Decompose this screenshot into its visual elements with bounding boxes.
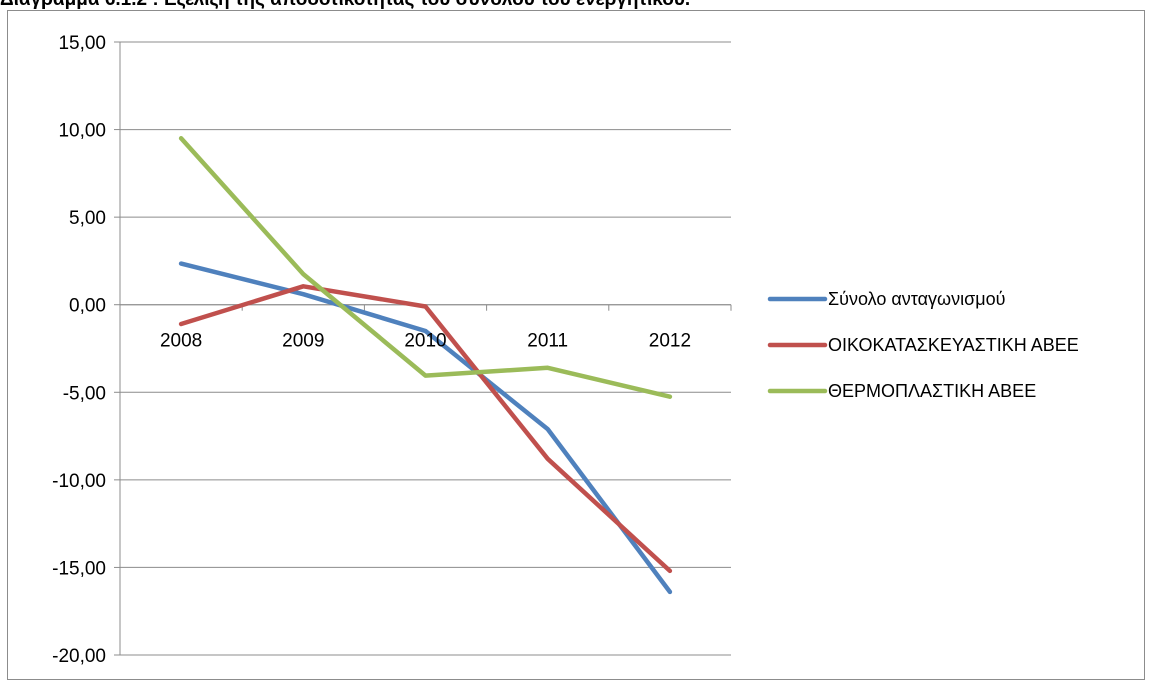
x-tick-label: 2009 — [282, 331, 324, 352]
y-tick-label: 5,00 — [69, 208, 106, 229]
y-tick-label: 10,00 — [58, 121, 106, 142]
y-tick-label: 0,00 — [69, 296, 106, 317]
page-title: Διάγραμμα 6.1.2 : Εξέλιξη της αποδοτικότ… — [0, 0, 1149, 13]
legend-label: ΘΕΡΜΟΠΛΑΣΤΙΚΗ ΑΒΕΕ — [828, 381, 1036, 401]
x-tick-label: 2011 — [527, 331, 568, 352]
y-tick-label: 15,00 — [58, 33, 106, 54]
legend-label: ΟΙΚΟΚΑΤΑΣΚΕΥΑΣΤΙΚΗ ΑΒΕΕ — [828, 335, 1079, 355]
chart-frame — [7, 10, 1145, 680]
legend: Σύνολο ανταγωνισμού ΟΙΚΟΚΑΤΑΣΚΕΥΑΣΤΙΚΗ ΑΒ… — [767, 289, 1079, 401]
legend-label: Σύνολο ανταγωνισμού — [828, 289, 1005, 309]
y-tick-label: -15,00 — [52, 558, 106, 579]
x-tick-label: 2010 — [404, 331, 446, 352]
series-lines — [178, 136, 673, 595]
y-tick-label: -5,00 — [63, 383, 106, 404]
y-axis-tick-labels: 15,00 10,00 5,00 0,00 -5,00 -10,00 -15,00 -20,0… — [52, 33, 106, 667]
x-tick-label: 2012 — [649, 331, 691, 352]
y-tick-label: -10,00 — [52, 471, 106, 492]
x-tick-label: 2008 — [160, 331, 202, 352]
series-line-3 — [178, 136, 673, 399]
x-axis-tick-labels: 2008 2009 2010 2011 2012 — [160, 331, 691, 352]
series-line-2 — [178, 284, 673, 574]
series-line-1 — [178, 261, 673, 595]
axes — [114, 41, 732, 656]
y-tick-label: -20,00 — [52, 646, 106, 667]
